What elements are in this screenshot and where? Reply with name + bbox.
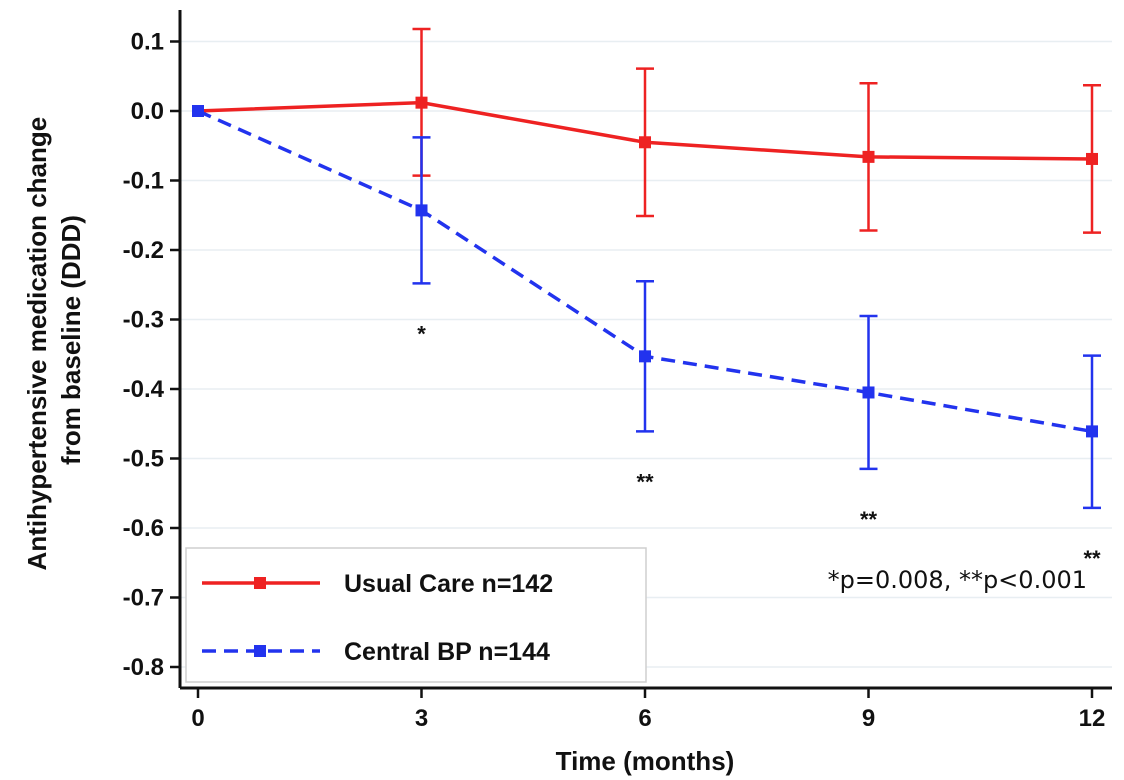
x-tick-label: 0 (191, 705, 204, 732)
legend-label-central-bp: Central BP n=144 (344, 638, 550, 666)
x-tick-label: 9 (862, 705, 875, 732)
y-tick-label: -0.5 (123, 446, 164, 473)
data-point (862, 386, 875, 399)
significance-mark: ** (860, 507, 878, 532)
series-usual-care (192, 27, 1101, 234)
y-tick-label: -0.4 (123, 376, 165, 403)
y-tick-label: 0.1 (131, 29, 164, 56)
legend-item-central-bp: Central BP n=144 (202, 638, 550, 666)
data-point (639, 136, 651, 149)
series-central-bp (192, 105, 1101, 510)
x-tick-label: 12 (1079, 705, 1106, 732)
significance-mark: ** (636, 469, 654, 494)
y-tick-label: -0.2 (123, 237, 164, 264)
y-tick-label: 0.0 (131, 98, 164, 125)
legend: Usual Care n=142 Central BP n=144 (185, 547, 647, 683)
data-point (1086, 425, 1098, 438)
significance-mark: ** (1083, 546, 1101, 571)
y-tick-label: -0.3 (123, 307, 164, 334)
significance-mark: * (417, 321, 426, 346)
data-point (862, 150, 875, 163)
y-tick-label: -0.7 (123, 585, 164, 612)
data-point (192, 105, 204, 117)
y-tick-label: -0.8 (123, 654, 164, 681)
x-axis-title: Time (months) (556, 746, 735, 776)
legend-box (185, 547, 647, 683)
series (192, 27, 1101, 510)
legend-marker-usual-care (254, 577, 266, 589)
data-point (415, 96, 428, 109)
y-axis-title-line-1: Antihypertensive medication change (22, 117, 52, 571)
legend-item-usual-care: Usual Care n=142 (202, 570, 553, 598)
p-value-annotation: *p=0.008, **p<0.001 (828, 566, 1087, 594)
y-ticks: 0.1 0.0 -0.1 -0.2 -0.3 -0.4 -0.5 -0.6 -0.7 -0.8 (123, 29, 180, 681)
data-point (639, 350, 651, 363)
y-axis-title-line-2: from baseline (DDD) (56, 215, 86, 465)
legend-marker-central-bp (254, 645, 266, 657)
x-tick-label: 3 (415, 705, 428, 732)
data-point (415, 204, 428, 217)
x-tick-label: 6 (638, 705, 651, 732)
significance-marks: ******* (417, 321, 1101, 570)
legend-label-usual-care: Usual Care n=142 (344, 570, 553, 598)
y-tick-label: -0.6 (123, 515, 164, 542)
y-tick-label: -0.1 (123, 168, 164, 195)
y-axis-title: Antihypertensive medication change from … (22, 110, 86, 571)
x-ticks: 0 3 6 9 12 (191, 688, 1105, 732)
data-point (1086, 152, 1098, 165)
